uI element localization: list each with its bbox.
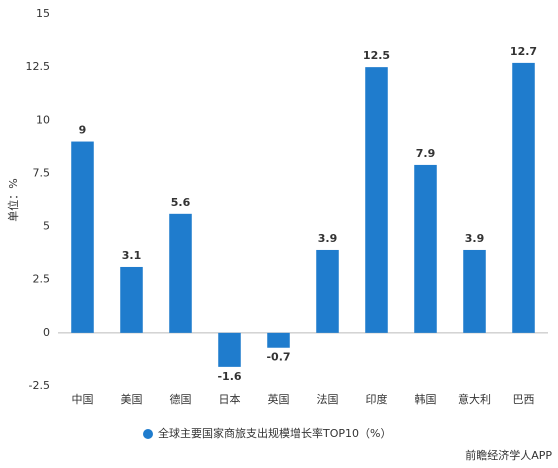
- x-tick-label: 英国: [268, 392, 290, 406]
- x-tick-label: 日本: [219, 392, 241, 406]
- bar: [512, 62, 535, 333]
- y-tick-label: 7.5: [33, 166, 51, 179]
- bar: [218, 332, 241, 367]
- y-axis-label: 单位：%: [6, 178, 20, 221]
- y-tick-label: 12.5: [26, 60, 51, 73]
- x-tick-label: 巴西: [513, 393, 535, 406]
- data-label: -0.7: [266, 351, 290, 364]
- bar: [71, 141, 94, 333]
- data-label: 9: [79, 124, 87, 137]
- bar: [120, 266, 143, 333]
- data-label: -1.6: [217, 370, 241, 383]
- x-tick-label: 德国: [170, 392, 192, 406]
- x-tick-label: 印度: [366, 392, 388, 406]
- bar: [169, 213, 192, 333]
- data-label: 7.9: [416, 147, 436, 160]
- source: 前瞻经济学人APP: [465, 448, 552, 462]
- legend-marker: [143, 429, 153, 439]
- data-label: 5.6: [171, 196, 191, 209]
- x-tick-label: 美国: [121, 393, 143, 406]
- data-label: 12.7: [510, 45, 537, 58]
- bar: [365, 67, 388, 333]
- bar: [414, 164, 437, 333]
- x-tick-label: 意大利: [458, 392, 491, 406]
- bar: [267, 332, 290, 348]
- y-tick-label: 10: [36, 113, 50, 126]
- y-tick-label: 15: [36, 7, 50, 20]
- data-label: 3.9: [318, 232, 338, 245]
- y-tick-label: -2.5: [29, 379, 50, 392]
- y-tick-label: 2.5: [33, 273, 51, 286]
- data-label: 12.5: [363, 49, 390, 62]
- x-tick-label: 法国: [317, 392, 339, 406]
- y-tick-label: 5: [43, 220, 50, 233]
- x-tick-label: 韩国: [415, 392, 437, 406]
- bar: [463, 249, 486, 333]
- x-tick-label: 中国: [72, 393, 94, 406]
- bar: [316, 249, 339, 333]
- y-tick-label: 0: [43, 326, 50, 339]
- data-label: 3.9: [465, 232, 485, 245]
- legend-label: 全球主要国家商旅支出规模增长率TOP10（%）: [158, 426, 391, 440]
- data-label: 3.1: [122, 249, 142, 262]
